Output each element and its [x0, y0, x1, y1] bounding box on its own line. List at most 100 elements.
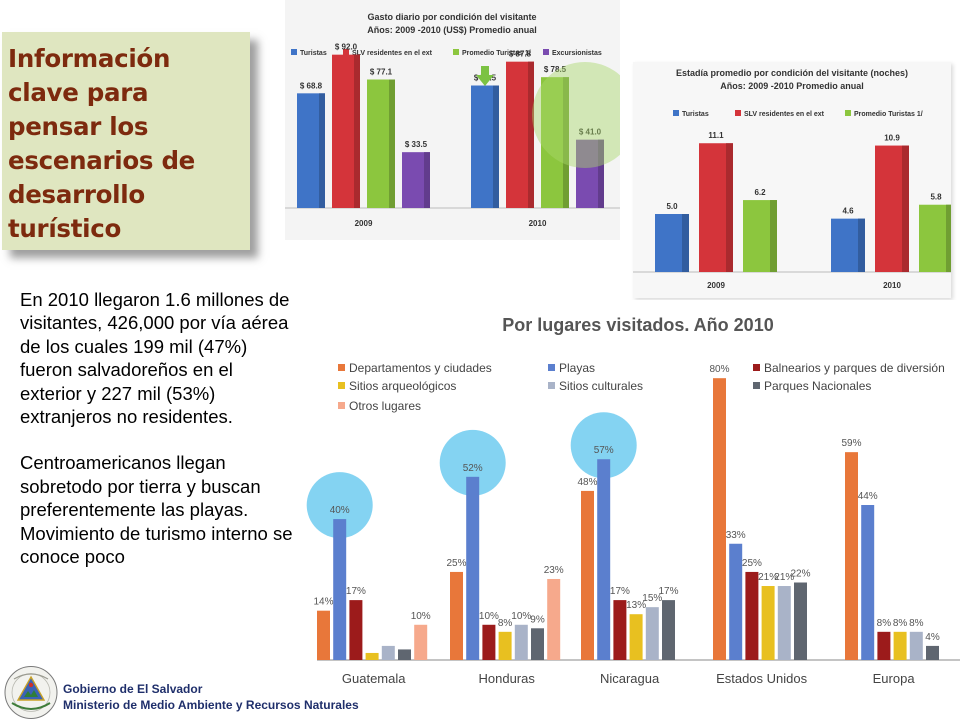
bar-sitios-culturales-estados-unidos: [777, 586, 791, 660]
data-label-slv-residentes-en-el-ext-2010: $ 87.8: [509, 50, 532, 59]
bar-parques-nacionales-europa: [926, 645, 939, 660]
bar-balnearios-y-parques-de-diversion-europa: [877, 631, 891, 660]
bar-playas-guatemala: [333, 519, 347, 660]
bar-shade-excursionistas-2010: [598, 139, 604, 208]
data-label-sitios-arqueologicos-honduras: 8%: [498, 618, 513, 629]
data-label-excursionistas-2009: $ 33.5: [405, 140, 428, 149]
data-label-sitios-culturales-honduras: 10%: [511, 611, 531, 622]
legend-label-turistas: Turistas: [682, 111, 709, 118]
data-label-parques-nacionales-europa: 4%: [925, 632, 940, 643]
bar-sitios-arqueologicos-honduras: [498, 631, 512, 660]
bar-sitios-culturales-nicaragua: [645, 607, 659, 660]
data-label-balnearios-y-parques-de-diversion-estados-unidos: 25%: [742, 558, 762, 569]
bar-parques-nacionales-guatemala: [398, 649, 411, 660]
bar-shade-turistas-2010: [858, 218, 865, 272]
places-visited-chart-svg: Por lugares visitados. Año 2010 Departame…: [306, 315, 960, 686]
legend-swatch-playas: [548, 364, 555, 371]
bar-balnearios-y-parques-de-diversion-guatemala: [349, 600, 363, 660]
data-label-playas-nicaragua: 57%: [594, 445, 614, 456]
bar-playas-europa: [861, 505, 875, 660]
data-label-promedio-turistas-1-2009: 6.2: [754, 188, 766, 197]
data-label-slv-residentes-en-el-ext-2009: 11.1: [708, 131, 724, 140]
data-label-departamentos-y-ciudades-europa: 59%: [841, 438, 861, 449]
bar-playas-estados-unidos: [729, 543, 743, 660]
bar-shade-turistas-2009: [682, 214, 689, 272]
bar-shade-slv-residentes-en-el-ext-2009: [354, 54, 360, 208]
data-label-sitios-culturales-europa: 8%: [909, 618, 924, 629]
data-label-playas-guatemala: 40%: [330, 505, 350, 516]
x-tick-2009: 2009: [355, 219, 373, 228]
legend-label-departamentos-y-ciudades: Departamentos y ciudades: [349, 361, 492, 375]
legend-swatch-otros-lugares: [338, 402, 345, 409]
legend-label-sitios-arqueologicos: Sitios arqueológicos: [349, 379, 456, 393]
data-label-playas-estados-unidos: 33%: [726, 530, 746, 541]
legend-label-promedio-turistas-1: Promedio Turistas 1/: [854, 111, 923, 118]
bar-shade-promedio-turistas-1-2009: [770, 200, 777, 272]
chart-subtitle: Años: 2009 -2010 Promedio anual: [720, 81, 864, 91]
bar-shade-turistas-2009: [319, 93, 325, 208]
body-paragraph-2: Centroamericanos llegan sobretodo por ti…: [20, 452, 293, 568]
data-label-excursionistas-2010: $ 41.0: [579, 128, 602, 137]
x-tick-2010: 2010: [529, 219, 547, 228]
x-tick-2010: 2010: [883, 281, 901, 290]
data-label-otros-lugares-guatemala: 10%: [411, 611, 431, 622]
data-label-slv-residentes-en-el-ext-2009: $ 92.0: [335, 43, 358, 52]
data-label-promedio-turistas-1-2009: $ 77.1: [370, 68, 393, 77]
bar-sitios-culturales-guatemala: [381, 645, 395, 660]
legend-swatch-promedio-turistas-1: [845, 110, 851, 116]
legend-swatch-parques-nacionales: [753, 382, 760, 389]
legend-label-balnearios-y-parques-de-diversion: Balnearios y parques de diversión: [764, 361, 945, 375]
legend-swatch-turistas: [673, 110, 679, 116]
legend-label-excursionistas: Excursionistas: [552, 50, 602, 57]
daily-spending-chart-svg: Gasto diario por condición del visitante…: [285, 12, 638, 228]
body-text: En 2010 llegaron 1.6 millones de visitan…: [20, 288, 295, 591]
bar-departamentos-y-ciudades-guatemala: [317, 610, 330, 660]
bar-playas-nicaragua: [597, 459, 611, 660]
data-label-playas-honduras: 52%: [463, 463, 483, 474]
data-label-departamentos-y-ciudades-guatemala: 14%: [313, 597, 333, 608]
legend-label-otros-lugares: Otros lugares: [349, 399, 421, 413]
el-salvador-seal-icon: [4, 666, 58, 719]
data-label-turistas-2010: 4.6: [842, 207, 854, 216]
legend-label-slv-residentes-en-el-ext: SLV residentes en el ext: [352, 50, 433, 57]
bar-shade-promedio-turistas-1-2009: [389, 79, 395, 208]
bar-parques-nacionales-nicaragua: [662, 600, 675, 660]
data-label-playas-europa: 44%: [858, 491, 878, 502]
legend-swatch-slv-residentes-en-el-ext: [343, 49, 349, 55]
bar-sitios-arqueologicos-nicaragua: [629, 614, 643, 660]
bar-sitios-arqueologicos-europa: [893, 631, 907, 660]
bar-shade-slv-residentes-en-el-ext-2009: [726, 143, 733, 272]
chart-title: Gasto diario por condición del visitante: [367, 12, 536, 22]
bar-parques-nacionales-estados-unidos: [794, 582, 807, 660]
bar-sitios-arqueologicos-estados-unidos: [761, 586, 775, 660]
bar-shade-promedio-turistas-1-2010: [563, 77, 569, 209]
bar-departamentos-y-ciudades-nicaragua: [581, 490, 594, 660]
daily-spending-chart: Gasto diario por condición del visitante…: [285, 0, 638, 240]
data-label-sitios-arqueologicos-nicaragua: 13%: [626, 600, 646, 611]
legend-label-turistas: Turistas: [300, 50, 327, 57]
legend-swatch-promedio-turistas-1: [453, 49, 459, 55]
bar-shade-excursionistas-2009: [424, 152, 430, 208]
green-arrow-icon: [476, 66, 494, 86]
bar-balnearios-y-parques-de-diversion-estados-unidos: [745, 571, 759, 660]
bar-sitios-culturales-honduras: [514, 624, 528, 660]
data-label-departamentos-y-ciudades-honduras: 25%: [446, 558, 466, 569]
data-label-promedio-turistas-1-2010: 5.8: [930, 193, 942, 202]
data-label-turistas-2009: $ 68.8: [300, 81, 323, 90]
chart-subtitle: Años: 2009 -2010 (US$) Promedio anual: [367, 25, 537, 35]
key-info-title: Información clave para pensar los escena…: [8, 44, 195, 243]
footer-ministry: Ministerio de Medio Ambiente y Recursos …: [63, 698, 359, 712]
data-label-otros-lugares-honduras: 23%: [544, 565, 564, 576]
footer: Gobierno de El Salvador Ministerio de Me…: [0, 665, 420, 720]
legend-swatch-slv-residentes-en-el-ext: [735, 110, 741, 116]
bar-sitios-arqueologicos-guatemala: [365, 652, 379, 660]
bar-departamentos-y-ciudades-europa: [845, 452, 858, 660]
data-label-departamentos-y-ciudades-estados-unidos: 80%: [709, 364, 729, 375]
data-label-turistas-2009: 5.0: [666, 202, 678, 211]
legend-swatch-balnearios-y-parques-de-diversion: [753, 364, 760, 371]
data-label-sitios-culturales-nicaragua: 15%: [642, 593, 662, 604]
data-label-balnearios-y-parques-de-diversion-guatemala: 17%: [346, 586, 366, 597]
legend-label-playas: Playas: [559, 361, 595, 375]
body-paragraph-1: En 2010 llegaron 1.6 millones de visitan…: [20, 289, 290, 428]
legend-swatch-sitios-arqueologicos: [338, 382, 345, 389]
